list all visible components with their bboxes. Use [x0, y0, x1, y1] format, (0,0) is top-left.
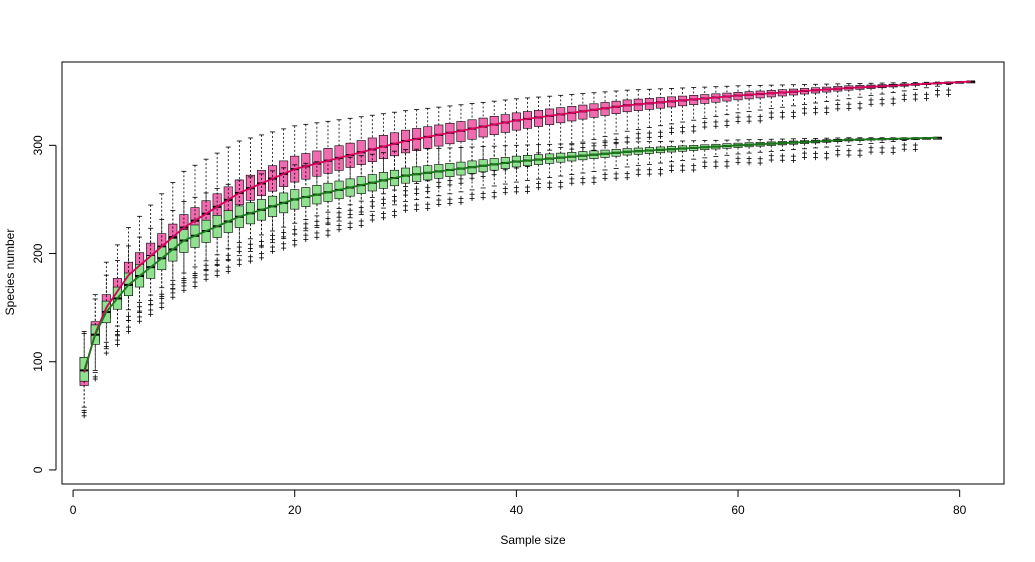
series-1-boxes — [79, 80, 976, 419]
series-1-median-line — [83, 80, 971, 373]
axes-layer: 0 20 40 60 80 0 100 200 300 — [31, 135, 967, 517]
y-tick-label: 300 — [31, 135, 45, 155]
y-tick-label: 200 — [31, 243, 45, 263]
x-tick-label: 60 — [731, 503, 745, 517]
series-2-boxes — [79, 136, 943, 416]
x-tick-label: 0 — [70, 503, 77, 517]
x-tick-label: 20 — [288, 503, 302, 517]
y-tick-label: 100 — [31, 351, 45, 371]
y-axis-label: Species number — [3, 229, 17, 316]
x-tick-label: 40 — [510, 503, 524, 517]
x-axis-label: Sample size — [500, 533, 566, 547]
y-tick-label: 0 — [31, 466, 45, 473]
plot-frame — [61, 61, 1005, 485]
median-lines — [83, 80, 971, 373]
series-2-median-line — [83, 136, 938, 371]
x-tick-label: 80 — [953, 503, 967, 517]
boxplot-layer — [79, 80, 976, 419]
